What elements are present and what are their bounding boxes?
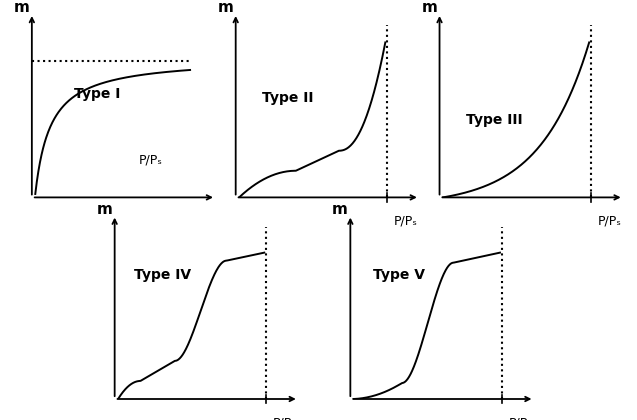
Text: m: m xyxy=(421,0,437,16)
Text: Type II: Type II xyxy=(262,91,313,105)
Text: P/Pₛ: P/Pₛ xyxy=(508,416,533,420)
Text: Type IV: Type IV xyxy=(134,268,191,282)
Text: Type III: Type III xyxy=(466,113,523,127)
Text: m: m xyxy=(332,202,348,217)
Text: Type V: Type V xyxy=(373,268,424,282)
Text: P/Pₛ: P/Pₛ xyxy=(598,215,622,228)
Text: m: m xyxy=(96,202,112,217)
Text: P/Pₛ: P/Pₛ xyxy=(138,153,162,166)
Text: P/Pₛ: P/Pₛ xyxy=(273,416,297,420)
Text: Type I: Type I xyxy=(74,87,120,101)
Text: P/Pₛ: P/Pₛ xyxy=(394,215,418,228)
Text: m: m xyxy=(217,0,233,16)
Text: m: m xyxy=(13,0,29,16)
